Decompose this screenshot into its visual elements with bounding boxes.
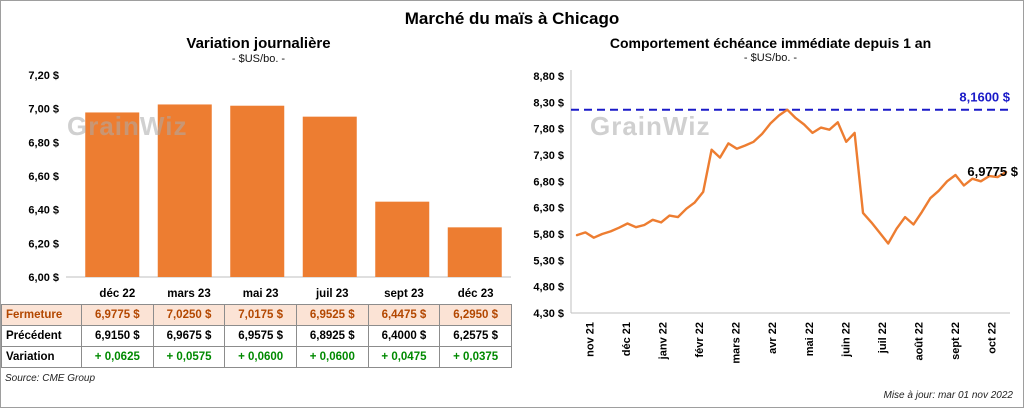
bar-chart-svg: 6,00 $ 6,20 $ 6,40 $ 6,60 $ 6,80 $ 7,00 $ 7,20… (28, 70, 511, 283)
svg-text:6,9775 $: 6,9775 $ (967, 164, 1018, 179)
variation-value: + 0,0625 (81, 346, 154, 368)
row-label: Fermeture (1, 304, 82, 326)
svg-text:6,20 $: 6,20 $ (28, 238, 59, 250)
column-header: mars 23 (167, 288, 211, 300)
variation-value: + 0,0600 (224, 346, 297, 368)
precedent-value: 6,9575 $ (224, 325, 297, 347)
svg-text:7,30 $: 7,30 $ (533, 150, 564, 162)
table-row-precedent: Précédent 6,9150 $ 6,9675 $ 6,9575 $ 6,8… (1, 325, 512, 347)
svg-text:juin 22: juin 22 (840, 322, 852, 358)
svg-text:mai 22: mai 22 (804, 322, 816, 356)
line-chart-title: Comportement échéance immédiate depuis 1… (609, 35, 932, 51)
svg-text:6,00 $: 6,00 $ (28, 272, 59, 283)
svg-text:6,60 $: 6,60 $ (28, 171, 59, 183)
svg-text:4,80 $: 4,80 $ (533, 282, 564, 294)
svg-text:déc 21: déc 21 (621, 322, 633, 356)
fermeture-value: 6,2950 $ (439, 304, 512, 326)
variation-value: + 0,0475 (367, 346, 441, 368)
bar-chart-title: Variation journalière (186, 35, 331, 52)
row-label: Variation (1, 346, 82, 368)
svg-text:7,00 $: 7,00 $ (28, 104, 59, 116)
svg-text:mars 22: mars 22 (731, 322, 743, 364)
updated-note: Mise à jour: mar 01 nov 2022 (883, 390, 1013, 401)
svg-text:févr 22: févr 22 (694, 322, 706, 357)
svg-text:5,30 $: 5,30 $ (533, 255, 564, 267)
fermeture-value: 7,0250 $ (152, 304, 226, 326)
column-header: déc 23 (457, 288, 494, 300)
variation-value: + 0,0575 (152, 346, 226, 368)
table-header-row: déc 22 mars 23 mai 23 juil 23 sept 23 dé… (2, 285, 512, 305)
svg-text:6,30 $: 6,30 $ (533, 203, 564, 215)
line-chart-svg: 4,30 $ 4,80 $ 5,30 $ 5,80 $ 6,30 $ 6,80 $ 7,30… (533, 70, 1019, 364)
precedent-value: 6,8925 $ (295, 325, 369, 347)
svg-text:8,80 $: 8,80 $ (533, 71, 564, 83)
column-header: mai 23 (242, 288, 279, 300)
row-label: Précédent (1, 325, 82, 347)
fermeture-value: 6,4475 $ (367, 304, 441, 326)
fermeture-value: 6,9525 $ (295, 304, 369, 326)
bar-chart-panel: Variation journalière - $US/bo. - GrainW… (1, 27, 516, 407)
svg-text:7,80 $: 7,80 $ (533, 124, 564, 136)
price-table: déc 22 mars 23 mai 23 juil 23 sept 23 dé… (1, 285, 512, 368)
variation-value: + 0,0375 (439, 346, 512, 368)
svg-text:8,1600 $: 8,1600 $ (959, 90, 1010, 105)
svg-text:avr 22: avr 22 (767, 322, 779, 354)
bar-chart-subtitle: - $US/bo. - (231, 53, 286, 65)
column-header: juil 23 (315, 288, 349, 300)
svg-text:6,40 $: 6,40 $ (28, 205, 59, 217)
precedent-value: 6,4000 $ (367, 325, 441, 347)
svg-text:août 22: août 22 (914, 322, 926, 361)
svg-text:5,80 $: 5,80 $ (533, 229, 564, 241)
table-row-variation: Variation + 0,0625 + 0,0575 + 0,0600 + 0… (1, 346, 512, 368)
svg-text:sept 22: sept 22 (950, 322, 962, 360)
svg-text:8,30 $: 8,30 $ (533, 97, 564, 109)
svg-text:7,20 $: 7,20 $ (28, 70, 59, 82)
line-chart-panel: Comportement échéance immédiate depuis 1… (516, 27, 1023, 407)
source-note: Source: CME Group (5, 373, 96, 384)
column-header: sept 23 (384, 288, 424, 300)
svg-text:6,80 $: 6,80 $ (533, 176, 564, 188)
fermeture-value: 7,0175 $ (224, 304, 297, 326)
precedent-value: 6,9150 $ (81, 325, 154, 347)
precedent-value: 6,9675 $ (152, 325, 226, 347)
svg-text:janv 22: janv 22 (657, 322, 669, 360)
page-title: Marché du maïs à Chicago (404, 9, 620, 28)
svg-text:4,30 $: 4,30 $ (533, 308, 564, 320)
svg-text:nov 21: nov 21 (584, 322, 596, 357)
svg-text:oct 22: oct 22 (987, 322, 999, 354)
table-corner (2, 285, 82, 305)
column-header: déc 22 (99, 288, 136, 300)
line-chart-subtitle: - $US/bo. - (743, 52, 798, 64)
fermeture-value: 6,9775 $ (81, 304, 154, 326)
precedent-value: 6,2575 $ (439, 325, 512, 347)
table-row-fermeture: Fermeture 6,9775 $ 7,0250 $ 7,0175 $ 6,9… (1, 304, 512, 326)
svg-text:6,80 $: 6,80 $ (28, 137, 59, 149)
svg-text:juil 22: juil 22 (877, 322, 889, 354)
variation-value: + 0,0600 (295, 346, 369, 368)
